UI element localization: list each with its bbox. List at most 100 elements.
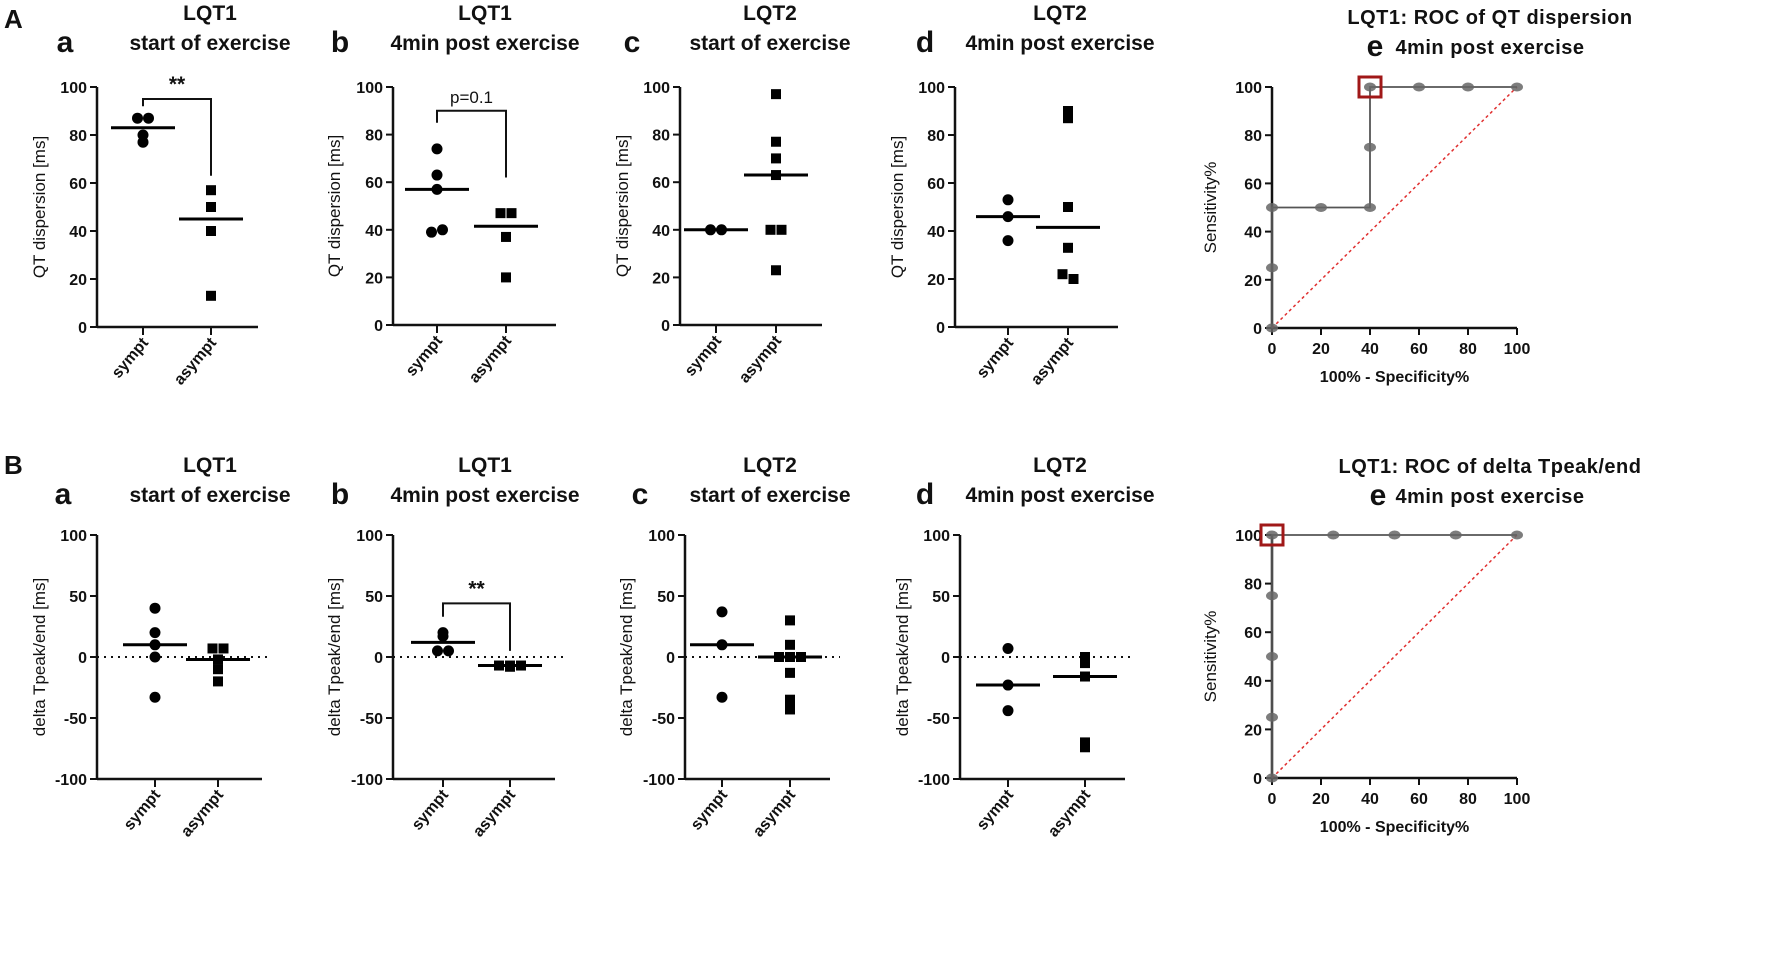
y-tick-label: 100 bbox=[356, 80, 383, 97]
data-point-asympt bbox=[1063, 202, 1073, 212]
data-point-asympt bbox=[785, 639, 795, 650]
y-tick-label: 20 bbox=[652, 270, 670, 287]
y-tick-label: 0 bbox=[666, 650, 675, 667]
roc-point bbox=[1266, 530, 1278, 540]
y-tick-label: 80 bbox=[652, 128, 670, 145]
panel-Be: LQT1: ROC of delta Tpeak/end 4min post ex… bbox=[1201, 456, 1641, 836]
y-tick-label: 50 bbox=[365, 589, 383, 606]
data-point-sympt bbox=[1002, 194, 1014, 206]
chart-subtitle: 4min post exercise bbox=[390, 484, 579, 507]
data-point-asympt bbox=[501, 231, 511, 242]
x-tick-label: 20 bbox=[1312, 791, 1330, 808]
y-tick-label: 60 bbox=[927, 176, 945, 193]
y-axis-label: delta Tpeak/end [ms] bbox=[325, 578, 344, 736]
panel-letter: a bbox=[57, 26, 74, 59]
roc-point bbox=[1364, 203, 1376, 212]
panel-letter: b bbox=[331, 478, 349, 511]
data-point-sympt bbox=[443, 645, 454, 657]
optimal-cutoff-marker bbox=[1259, 523, 1285, 547]
data-point-asympt bbox=[1057, 269, 1068, 280]
y-tick-label: 60 bbox=[1244, 625, 1262, 642]
chart-title: LQT1 bbox=[183, 2, 237, 25]
data-point-asympt bbox=[1063, 242, 1073, 253]
y-tick-label: 100 bbox=[648, 528, 675, 545]
x-tick-label-asympt: asympt bbox=[736, 332, 785, 386]
y-tick-label: 0 bbox=[936, 320, 945, 337]
y-tick-label: 50 bbox=[657, 589, 675, 606]
x-tick-label: 80 bbox=[1459, 341, 1477, 358]
data-point-sympt bbox=[149, 627, 161, 639]
data-point-asympt bbox=[506, 208, 517, 219]
y-axis-label: QT dispersion [ms] bbox=[325, 135, 344, 277]
y-tick-label: 80 bbox=[69, 128, 87, 145]
roc-point bbox=[1266, 712, 1278, 722]
significance-label: p=0.1 bbox=[450, 88, 493, 107]
panel-Ab: LQT1 4min post exercise b 0 20 40 60 80 100 QT di… bbox=[325, 2, 580, 386]
panel-letter: c bbox=[624, 26, 641, 59]
roc-point bbox=[1511, 82, 1523, 92]
data-point-asympt bbox=[213, 664, 223, 675]
data-point-asympt bbox=[1080, 658, 1090, 669]
data-point-asympt bbox=[776, 224, 787, 235]
y-axis-label: Sensitivity% bbox=[1201, 611, 1220, 703]
panel-letter: d bbox=[916, 26, 934, 59]
y-axis-label: delta Tpeak/end [ms] bbox=[617, 578, 636, 736]
roc-point bbox=[1266, 652, 1278, 661]
data-point-sympt bbox=[426, 226, 437, 238]
panel-Aa: LQT1 start of exercise a 0 20 40 60 80 100 QT dis… bbox=[30, 2, 291, 388]
x-tick-label-sympt: sympt bbox=[974, 786, 1018, 834]
y-tick-label: -100 bbox=[918, 772, 950, 789]
x-tick-label-sympt: sympt bbox=[109, 334, 153, 382]
chart-title: LQT2 bbox=[743, 2, 797, 25]
y-tick-label: 40 bbox=[1244, 674, 1262, 691]
data-point-asympt bbox=[771, 265, 781, 276]
y-tick-label: -50 bbox=[360, 711, 383, 728]
panel-Bc: LQT2 start of exercise c -100 -50 0 50 100 delta… bbox=[617, 454, 851, 840]
data-point-sympt bbox=[437, 630, 449, 642]
y-tick-label: 100 bbox=[643, 80, 670, 97]
x-axis-label: 100% - Specificity% bbox=[1320, 369, 1469, 386]
section-label-B: B bbox=[4, 450, 23, 480]
chart-title: LQT1 bbox=[458, 454, 512, 477]
roc-point bbox=[1413, 82, 1425, 92]
data-point-sympt bbox=[437, 224, 448, 236]
y-tick-label: -50 bbox=[927, 711, 950, 728]
x-tick-label: 60 bbox=[1410, 791, 1428, 808]
data-point-sympt bbox=[149, 602, 161, 614]
y-tick-label: 40 bbox=[69, 224, 87, 241]
data-point-asympt bbox=[501, 272, 511, 283]
y-axis-label: delta Tpeak/end [ms] bbox=[30, 578, 49, 736]
roc-point bbox=[1266, 263, 1278, 273]
y-tick-label: 80 bbox=[927, 128, 945, 145]
y-tick-label: 20 bbox=[1244, 273, 1262, 290]
y-tick-label: 40 bbox=[927, 224, 945, 241]
data-point-sympt bbox=[137, 136, 149, 148]
data-point-sympt bbox=[1002, 705, 1014, 717]
x-tick-label-sympt: sympt bbox=[121, 786, 165, 834]
y-tick-label: 100 bbox=[1235, 80, 1262, 97]
y-tick-label: -100 bbox=[55, 772, 87, 789]
y-tick-label: -50 bbox=[652, 711, 675, 728]
y-axis-label: delta Tpeak/end [ms] bbox=[893, 578, 912, 736]
panel-letter: e bbox=[1367, 30, 1384, 63]
data-point-sympt bbox=[716, 691, 728, 703]
panel-Ad: LQT2 4min post exercise d 0 20 40 60 80 100 QT di… bbox=[888, 2, 1155, 388]
chart-subtitle: start of exercise bbox=[689, 484, 850, 507]
y-tick-label: 100 bbox=[1235, 528, 1262, 545]
significance-bracket bbox=[142, 98, 212, 176]
x-tick-label: 0 bbox=[1268, 341, 1277, 358]
roc-point bbox=[1511, 530, 1523, 540]
roc-point bbox=[1266, 591, 1278, 601]
x-tick-label-asympt: asympt bbox=[466, 332, 515, 386]
y-tick-label: 40 bbox=[365, 223, 383, 240]
data-point-sympt bbox=[431, 169, 443, 181]
data-point-asympt bbox=[771, 136, 781, 147]
data-point-asympt bbox=[1068, 274, 1079, 284]
chart-title: LQT1 bbox=[458, 2, 512, 25]
data-point-sympt bbox=[1002, 235, 1014, 247]
data-point-asympt bbox=[206, 202, 216, 212]
roc-point bbox=[1449, 530, 1462, 540]
roc-point bbox=[1327, 530, 1340, 540]
roc-point bbox=[1266, 203, 1278, 212]
chart-subtitle: start of exercise bbox=[129, 32, 290, 55]
